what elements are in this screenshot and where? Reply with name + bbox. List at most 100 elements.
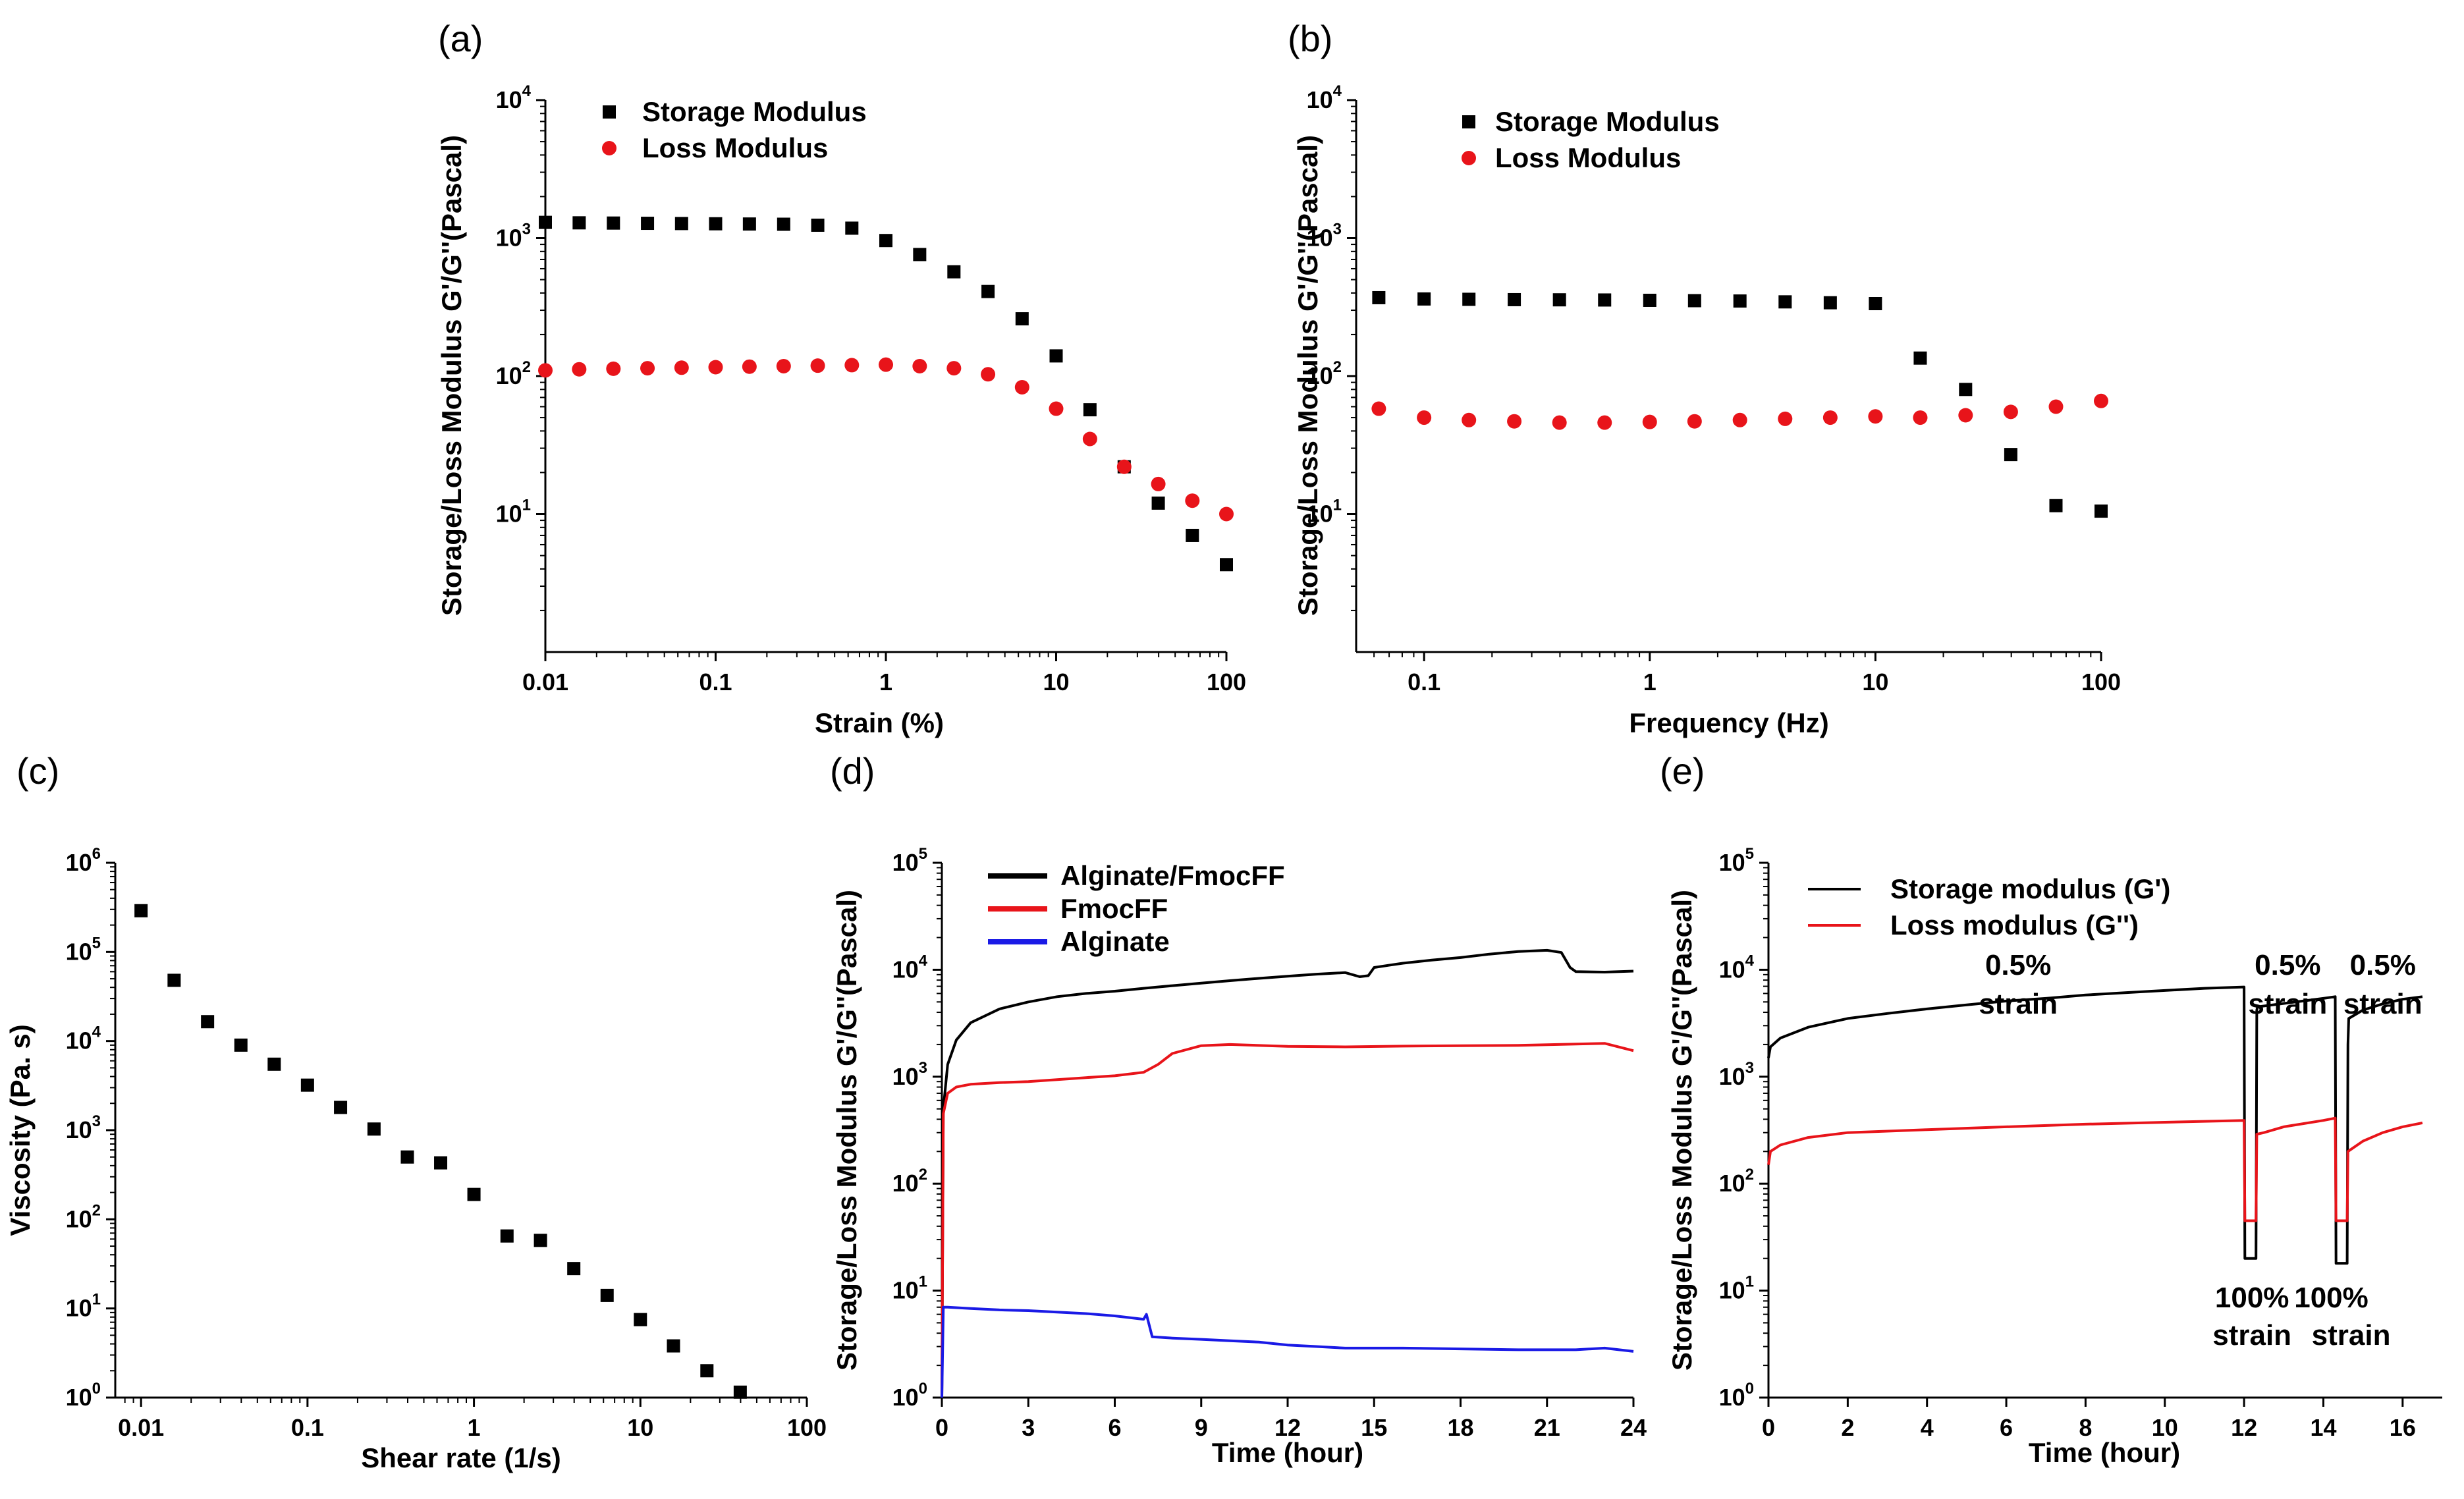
data-point	[2094, 393, 2108, 408]
x-tick-label: 1	[468, 1414, 481, 1441]
legend-swatch	[1462, 115, 1475, 128]
y-tick-label: 104	[892, 952, 928, 983]
data-point	[467, 1187, 481, 1201]
data-point	[1959, 383, 1973, 396]
x-tick-label: 16	[2390, 1414, 2416, 1441]
data-point	[1220, 558, 1233, 572]
y-tick-label: 103	[1719, 1059, 1754, 1090]
data-point	[667, 1339, 680, 1353]
data-point	[742, 217, 756, 231]
data-point	[1913, 410, 1928, 425]
annotation: strain	[1979, 988, 2058, 1020]
data-point	[1958, 408, 1973, 423]
data-point	[1508, 292, 1521, 306]
data-point	[1687, 414, 1702, 429]
data-point	[1015, 312, 1029, 326]
legend-label: Loss modulus (G'')	[1890, 910, 2139, 940]
y-axis-title: Storage/Loss Modulus G'/G''(Pascal)	[436, 135, 467, 616]
data-point	[1417, 410, 1432, 425]
data-point	[334, 1101, 348, 1114]
data-point	[538, 363, 553, 378]
y-tick-label: 100	[66, 1380, 101, 1411]
y-tick-label: 106	[66, 845, 101, 876]
x-tick-label: 10	[1862, 668, 1888, 695]
data-point	[600, 1288, 614, 1302]
data-point	[1116, 459, 1132, 474]
data-point	[1462, 292, 1476, 306]
data-point	[981, 367, 996, 382]
data-point	[1462, 412, 1477, 427]
y-tick-label: 103	[892, 1059, 927, 1090]
data-point	[234, 1038, 248, 1052]
y-tick-label: 105	[1719, 845, 1754, 876]
x-tick-label: 24	[1620, 1414, 1647, 1441]
x-tick-label: 8	[2079, 1414, 2092, 1441]
legend-swatch	[1462, 151, 1476, 165]
panel-b: (b) 0.1 1 10 100 101 102 103 104 Frequency (Hz) St…	[1288, 18, 2121, 738]
legend-label: Loss Modulus	[1495, 142, 1681, 173]
data-point	[1732, 412, 1747, 427]
legend-label: Storage Modulus	[1495, 106, 1720, 137]
data-point	[1082, 431, 1097, 447]
data-point	[572, 362, 587, 377]
data-point	[1778, 411, 1793, 426]
data-point	[400, 1150, 414, 1164]
y-tick-label: 101	[496, 497, 531, 528]
panel-e: (e) 0 2 4 6 8 10 12 14 16 100 101 102 103 104 105 Time (…	[1660, 750, 2442, 1468]
x-tick-label: 14	[2310, 1414, 2336, 1441]
x-axis-title: Strain (%)	[815, 707, 944, 738]
data-point	[708, 360, 723, 375]
x-tick-label: 1	[879, 668, 892, 695]
x-tick-label: 21	[1534, 1414, 1560, 1441]
data-point	[1219, 506, 1234, 522]
legend-label: Storage modulus (G')	[1890, 873, 2170, 904]
data-point	[1598, 293, 1612, 307]
data-point	[879, 234, 892, 248]
data-point	[267, 1057, 281, 1071]
x-axis-title: Time (hour)	[1212, 1437, 1363, 1468]
data-point	[2003, 404, 2018, 420]
data-point	[1643, 293, 1656, 307]
data-point	[700, 1364, 714, 1378]
data-point	[1552, 415, 1567, 430]
x-tick-label: 0.01	[118, 1414, 164, 1441]
data-point	[2049, 499, 2063, 512]
annotation: 100%	[2215, 1282, 2289, 1314]
y-axis-title: Storage/Loss Modulus G'/G''(Pascal)	[1666, 890, 1697, 1371]
x-tick-label: 100	[2081, 668, 2121, 695]
data-point	[1733, 294, 1747, 308]
y-tick-label: 102	[1307, 358, 1342, 389]
panel-label: (e)	[1660, 750, 1705, 792]
y-tick-label: 104	[1307, 82, 1342, 113]
panel-c: (c) 0.01 0.1 1 10 100 100 101 102 103 104 105 106 She…	[5, 750, 827, 1473]
y-tick-label: 104	[496, 82, 532, 113]
x-axis-title: Time (hour)	[2029, 1437, 2180, 1468]
panel-d: (d) 0 3 6 9 12 15 18 21 24 100 101 102 103 104 105 Time …	[830, 750, 1647, 1468]
panel-label: (a)	[438, 18, 483, 59]
data-point	[776, 358, 791, 373]
data-point	[811, 218, 825, 232]
legend-swatch	[602, 141, 616, 155]
x-tick-label: 0.1	[291, 1414, 324, 1441]
y-axis-title: Storage/Loss Modulus G'/G''(Pascal)	[831, 890, 862, 1371]
x-tick-label: 0	[1762, 1414, 1775, 1441]
data-point	[1371, 401, 1386, 416]
annotation: strain	[2312, 1319, 2391, 1351]
legend-swatch	[603, 105, 616, 119]
data-point	[709, 217, 723, 231]
data-point	[946, 361, 962, 376]
x-axis-title: Shear rate (1/s)	[361, 1442, 561, 1473]
data-point	[777, 217, 790, 231]
data-point	[742, 359, 757, 374]
x-tick-label: 0.1	[699, 668, 732, 695]
data-point	[1151, 496, 1165, 510]
y-tick-label: 103	[66, 1112, 101, 1143]
series-line	[1767, 985, 2423, 1265]
data-point	[201, 1015, 215, 1029]
data-point	[607, 216, 620, 230]
data-point	[947, 265, 961, 279]
y-tick-label: 100	[1719, 1380, 1754, 1411]
data-point	[844, 358, 860, 373]
x-tick-label: 3	[1022, 1414, 1035, 1441]
data-point	[539, 215, 552, 229]
